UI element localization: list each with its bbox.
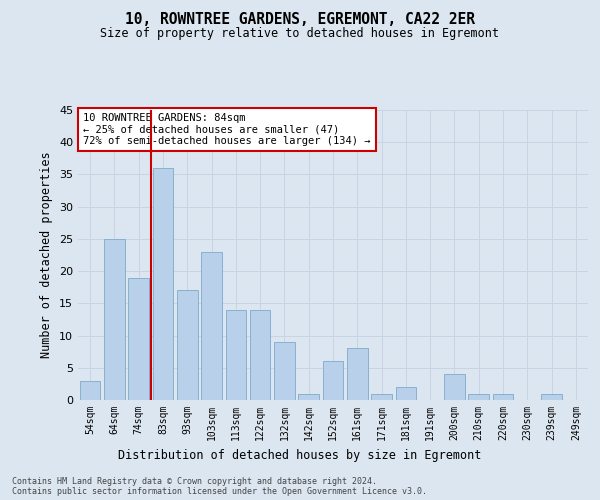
Bar [201, 252, 222, 400]
Bar [250, 310, 271, 400]
Bar [395, 387, 416, 400]
Text: Size of property relative to detached houses in Egremont: Size of property relative to detached ho… [101, 28, 499, 40]
Bar [444, 374, 465, 400]
Bar [104, 239, 125, 400]
Text: 10, ROWNTREE GARDENS, EGREMONT, CA22 2ER: 10, ROWNTREE GARDENS, EGREMONT, CA22 2ER [125, 12, 475, 28]
Text: 10 ROWNTREE GARDENS: 84sqm
← 25% of detached houses are smaller (47)
72% of semi: 10 ROWNTREE GARDENS: 84sqm ← 25% of deta… [83, 113, 371, 146]
Bar [80, 380, 100, 400]
Bar [274, 342, 295, 400]
Bar [177, 290, 197, 400]
Y-axis label: Number of detached properties: Number of detached properties [40, 152, 53, 358]
Bar [226, 310, 246, 400]
Bar [469, 394, 489, 400]
Bar [323, 362, 343, 400]
Text: Contains public sector information licensed under the Open Government Licence v3: Contains public sector information licen… [12, 487, 427, 496]
Text: Contains HM Land Registry data © Crown copyright and database right 2024.: Contains HM Land Registry data © Crown c… [12, 477, 377, 486]
Bar [128, 278, 149, 400]
Bar [152, 168, 173, 400]
Bar [493, 394, 514, 400]
Bar [371, 394, 392, 400]
Bar [347, 348, 368, 400]
Bar [541, 394, 562, 400]
Text: Distribution of detached houses by size in Egremont: Distribution of detached houses by size … [118, 448, 482, 462]
Bar [298, 394, 319, 400]
